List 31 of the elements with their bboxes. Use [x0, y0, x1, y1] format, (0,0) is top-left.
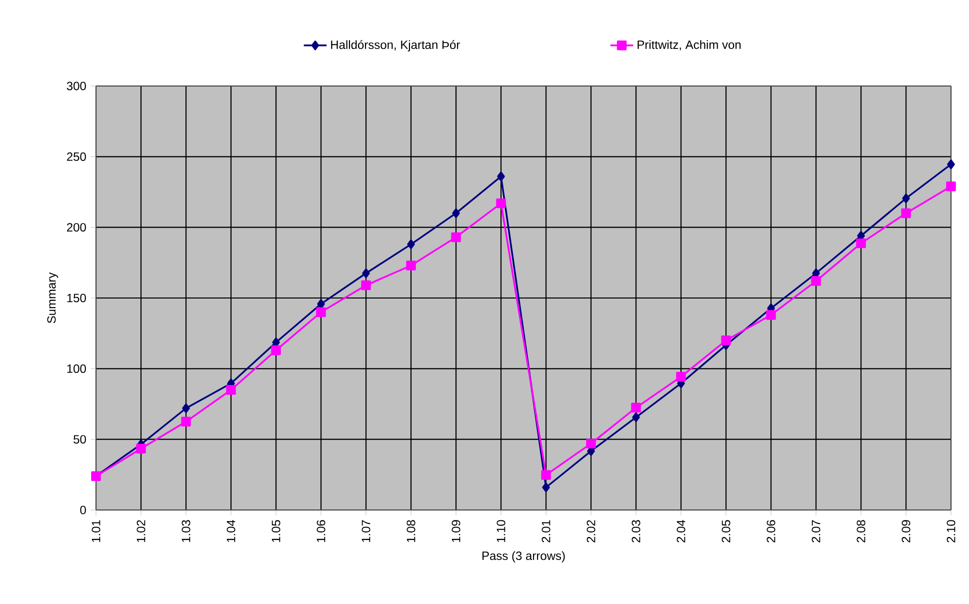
x-tick-label: 2.05 [722, 520, 730, 542]
y-axis-title: Summary [47, 272, 58, 324]
x-tick-label: 1.07 [362, 520, 370, 542]
y-tick-label: 250 [66, 152, 86, 161]
x-tick-label: 2.01 [542, 520, 550, 542]
y-tick-label: 300 [66, 82, 86, 90]
y-tick-label: 50 [74, 435, 86, 444]
x-tick-label: 1.02 [136, 520, 146, 542]
x-tick-label: 1.01 [92, 520, 100, 542]
x-tick-label: 2.03 [632, 520, 640, 542]
x-tick-label: 1.10 [496, 520, 506, 542]
x-tick-label: 2.06 [766, 520, 776, 542]
legend-label: Halldórsson, Kjartan Þór [331, 40, 460, 52]
y-tick-label: 0 [80, 506, 86, 514]
x-tick-label: 2.09 [902, 520, 910, 542]
x-tick-label: 1.09 [452, 520, 460, 542]
x-tick-label: 1.04 [226, 520, 236, 542]
y-tick-label: 150 [67, 294, 86, 302]
x-tick-label: 1.03 [182, 520, 190, 542]
x-tick-label: 2.08 [856, 520, 866, 542]
legend-label: Prittwitz, Achim von [638, 40, 741, 50]
x-tick-label: 1.05 [272, 520, 280, 542]
x-tick-label: 2.07 [812, 520, 820, 542]
y-tick-label: 100 [67, 364, 86, 373]
x-tick-label: 1.08 [406, 520, 416, 542]
y-tick-label: 200 [66, 223, 86, 232]
x-axis-title: Pass (3 arrows) [482, 551, 565, 562]
x-tick-label: 2.04 [676, 520, 686, 542]
x-tick-label: 1.06 [316, 520, 326, 542]
x-tick-label: 2.10 [946, 520, 956, 542]
x-tick-label: 2.02 [586, 520, 596, 542]
